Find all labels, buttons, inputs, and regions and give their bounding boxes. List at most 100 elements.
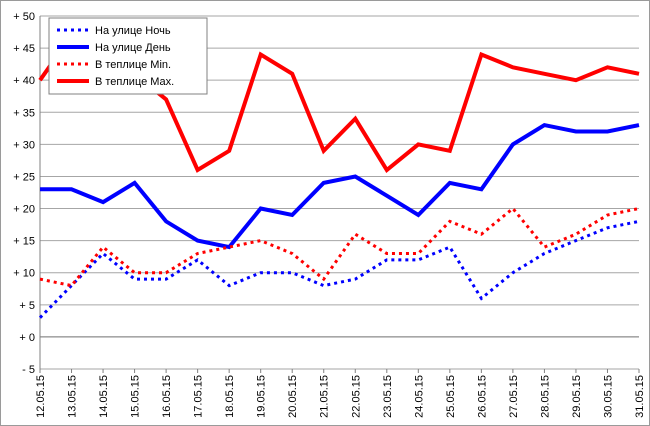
data-point — [448, 181, 452, 185]
data-point — [416, 251, 420, 255]
data-point — [133, 181, 137, 185]
legend-label: В теплице Max. — [95, 76, 174, 88]
data-point — [385, 251, 389, 255]
data-point — [290, 72, 294, 76]
data-point — [227, 149, 231, 153]
data-point — [259, 271, 263, 275]
data-point — [259, 207, 263, 211]
data-point — [479, 296, 483, 300]
data-point — [133, 271, 137, 275]
x-tick-label: 24.05.15 — [413, 375, 425, 418]
data-point — [574, 239, 578, 243]
data-point — [479, 187, 483, 191]
data-point — [448, 149, 452, 153]
data-point — [605, 226, 609, 230]
data-point — [38, 187, 42, 191]
x-tick-label: 19.05.15 — [256, 375, 268, 418]
x-tick-label: 26.05.15 — [476, 375, 488, 418]
data-point — [38, 316, 42, 320]
data-point — [322, 149, 326, 153]
series-line-2 — [39, 206, 640, 288]
data-point — [101, 251, 105, 255]
x-tick-label: 22.05.15 — [350, 375, 362, 418]
data-point — [353, 277, 357, 281]
legend-label: В теплице Min. — [95, 59, 171, 71]
data-point — [101, 245, 105, 249]
data-point — [511, 65, 515, 69]
data-point — [637, 123, 641, 127]
data-point — [448, 219, 452, 223]
data-point — [259, 53, 263, 57]
data-point — [290, 213, 294, 217]
data-point — [322, 277, 326, 281]
data-point — [101, 200, 105, 204]
data-point — [227, 245, 231, 249]
legend: На улице Ночь На улице День В теплице Min.… — [48, 17, 208, 95]
y-tick-label: + 25 — [13, 171, 35, 183]
data-point — [637, 207, 641, 211]
data-point — [196, 251, 200, 255]
data-point — [196, 239, 200, 243]
x-tick-label: 20.05.15 — [287, 375, 299, 418]
data-point — [164, 277, 168, 281]
data-point — [38, 277, 42, 281]
data-point — [322, 284, 326, 288]
x-tick-label: 13.05.15 — [67, 375, 79, 418]
y-tick-label: - 5 — [22, 364, 35, 376]
data-point — [416, 213, 420, 217]
data-point — [70, 284, 74, 288]
data-point — [574, 78, 578, 82]
data-point — [196, 168, 200, 172]
data-point — [164, 219, 168, 223]
data-point — [353, 174, 357, 178]
y-tick-label: + 15 — [13, 236, 35, 248]
data-point — [416, 258, 420, 262]
x-tick-label: 21.05.15 — [319, 375, 331, 418]
x-tick-label: 29.05.15 — [571, 375, 583, 418]
data-point — [385, 258, 389, 262]
data-point — [227, 284, 231, 288]
data-point — [605, 213, 609, 217]
data-point — [511, 207, 515, 211]
data-point — [196, 258, 200, 262]
data-point — [479, 53, 483, 57]
x-tick-label: 27.05.15 — [508, 375, 520, 418]
data-point — [38, 78, 42, 82]
legend-label: На улице День — [95, 42, 171, 54]
data-point — [637, 72, 641, 76]
y-tick-label: + 30 — [13, 139, 35, 151]
axes: - 5 + 0 + 5 + 10 + 15 + 20 + 25 + 30 + 35 + 40 + 4… — [13, 11, 646, 418]
y-tick-label: + 35 — [13, 107, 35, 119]
data-point — [574, 232, 578, 236]
data-point — [511, 142, 515, 146]
data-point — [385, 194, 389, 198]
x-tick-label: 30.05.15 — [602, 375, 614, 418]
x-tick-label: 23.05.15 — [382, 375, 394, 418]
data-point — [542, 251, 546, 255]
data-point — [479, 232, 483, 236]
y-tick-label: + 0 — [19, 332, 35, 344]
y-tick-label: + 45 — [13, 43, 35, 55]
y-tick-label: + 50 — [13, 11, 35, 23]
x-tick-label: 28.05.15 — [539, 375, 551, 418]
data-point — [542, 72, 546, 76]
x-tick-label: 14.05.15 — [98, 375, 110, 418]
data-point — [290, 251, 294, 255]
data-point — [290, 271, 294, 275]
series-line-1 — [40, 122, 640, 250]
data-point — [70, 187, 74, 191]
data-point — [385, 168, 389, 172]
data-point — [133, 277, 137, 281]
y-tick-label: + 5 — [19, 300, 35, 312]
series-line-0 — [38, 219, 640, 319]
y-tick-label: + 40 — [13, 75, 35, 87]
x-tick-label: 17.05.15 — [193, 375, 205, 418]
data-point — [353, 117, 357, 121]
data-point — [448, 245, 452, 249]
data-point — [574, 130, 578, 134]
legend-label: На улице Ночь — [95, 25, 171, 37]
data-point — [542, 245, 546, 249]
x-tick-label: 18.05.15 — [224, 375, 236, 418]
